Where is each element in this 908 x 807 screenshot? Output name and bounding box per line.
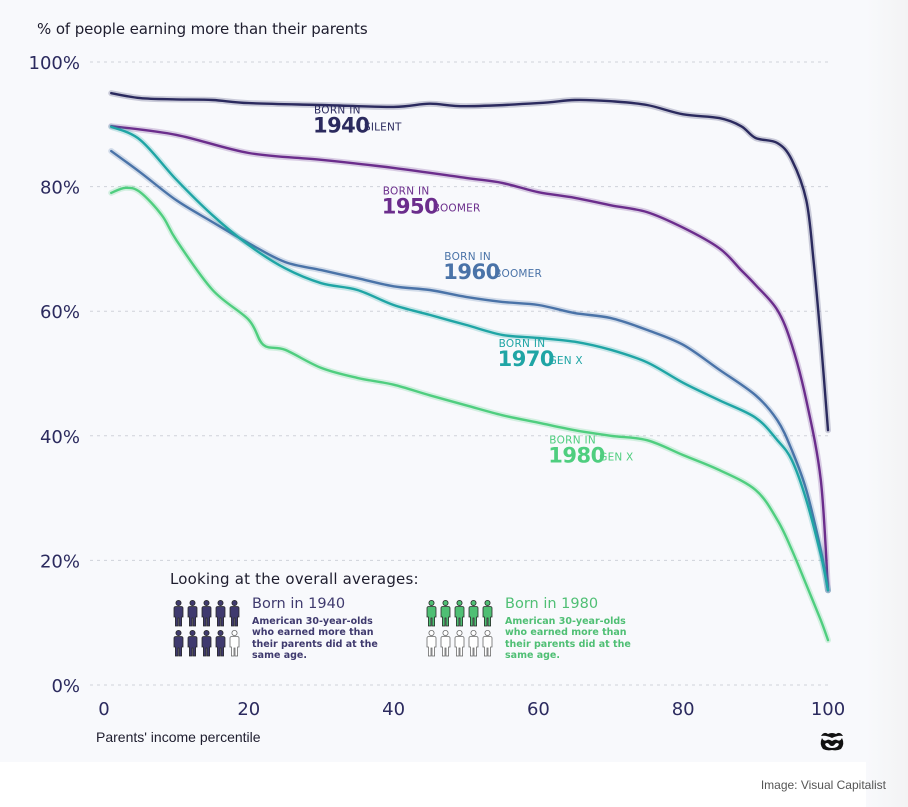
annotation-year: 1940 — [313, 113, 369, 137]
y-tick-label: 80% — [40, 178, 80, 199]
annotation-prefix: BORN IN — [314, 104, 361, 116]
annotation-year: 1960 — [443, 260, 499, 284]
annotation-prefix: BORN IN — [549, 435, 596, 447]
y-tick-label: 100% — [29, 53, 80, 74]
series-glow-1970 — [108, 123, 831, 594]
person-icon — [173, 630, 184, 657]
x-tick-label: 80 — [672, 699, 695, 720]
annotation-prefix: BORN IN — [499, 338, 546, 350]
annotation-generation: BOOMER — [433, 202, 481, 214]
person-icon — [173, 600, 184, 627]
person-icon — [187, 600, 198, 627]
x-tick-label: 20 — [237, 699, 260, 720]
x-tick-label: 40 — [382, 699, 405, 720]
person-icon — [454, 630, 465, 657]
person-icon — [426, 600, 437, 627]
averages-title: Looking at the overall averages: — [170, 570, 419, 588]
y-tick-label: 40% — [40, 427, 80, 448]
average-heading: Born in 1980 — [505, 596, 599, 612]
annotation-generation: GEN X — [599, 452, 633, 464]
y-axis: 0% 20% 40% 60% 80% 100% — [29, 53, 80, 697]
average-description: American 30-year-olds who earned more th… — [252, 616, 378, 661]
person-icon — [440, 600, 451, 627]
annotation-prefix: BORN IN — [383, 185, 430, 197]
person-icon — [468, 630, 479, 657]
gridlines — [90, 61, 830, 686]
series-lines — [108, 90, 831, 644]
annotation-generation: BOOMER — [494, 268, 542, 280]
average-description: American 30-year-olds who earned more th… — [505, 616, 631, 661]
person-icon — [468, 600, 479, 627]
y-tick-label: 0% — [51, 676, 80, 697]
visual-capitalist-logo-icon — [820, 732, 844, 751]
person-icon — [482, 630, 493, 657]
annotation-year: 1950 — [382, 194, 438, 218]
annotation-prefix: BORN IN — [444, 251, 491, 263]
series-line-1950 — [110, 124, 830, 592]
annotation-generation: GEN X — [549, 355, 583, 367]
image-credit: Image: Visual Capitalist — [760, 778, 886, 792]
series-line-1980 — [110, 186, 830, 642]
series-line-1970 — [110, 125, 830, 592]
person-icon — [440, 630, 451, 657]
x-axis: 0 20 40 60 80 100 — [98, 699, 845, 720]
person-icon — [215, 600, 226, 627]
annotation-generation: SILENT — [364, 121, 402, 133]
series-glow-1950 — [108, 123, 831, 594]
chart-subtitle: % of people earning more than their pare… — [37, 20, 368, 38]
x-axis-label: Parents' income percentile — [96, 729, 261, 745]
person-icon — [426, 630, 437, 657]
person-icon-grid — [426, 600, 493, 657]
page-edge — [866, 0, 908, 807]
x-tick-label: 60 — [527, 699, 550, 720]
y-tick-label: 60% — [40, 302, 80, 323]
person-icon — [229, 630, 240, 657]
series-line-1940 — [110, 91, 830, 432]
person-icon — [201, 630, 212, 657]
person-icon — [454, 600, 465, 627]
annotation-year: 1970 — [498, 347, 554, 371]
average-heading: Born in 1940 — [252, 596, 346, 612]
annotation-year: 1980 — [548, 444, 604, 468]
person-icon — [215, 630, 226, 657]
person-icon — [201, 600, 212, 627]
y-tick-label: 20% — [40, 551, 80, 572]
x-tick-label: 0 — [98, 699, 109, 720]
person-icon — [187, 630, 198, 657]
person-icon-grid — [173, 600, 240, 657]
x-tick-label: 100 — [811, 699, 845, 720]
person-icon — [229, 600, 240, 627]
person-icon — [482, 600, 493, 627]
